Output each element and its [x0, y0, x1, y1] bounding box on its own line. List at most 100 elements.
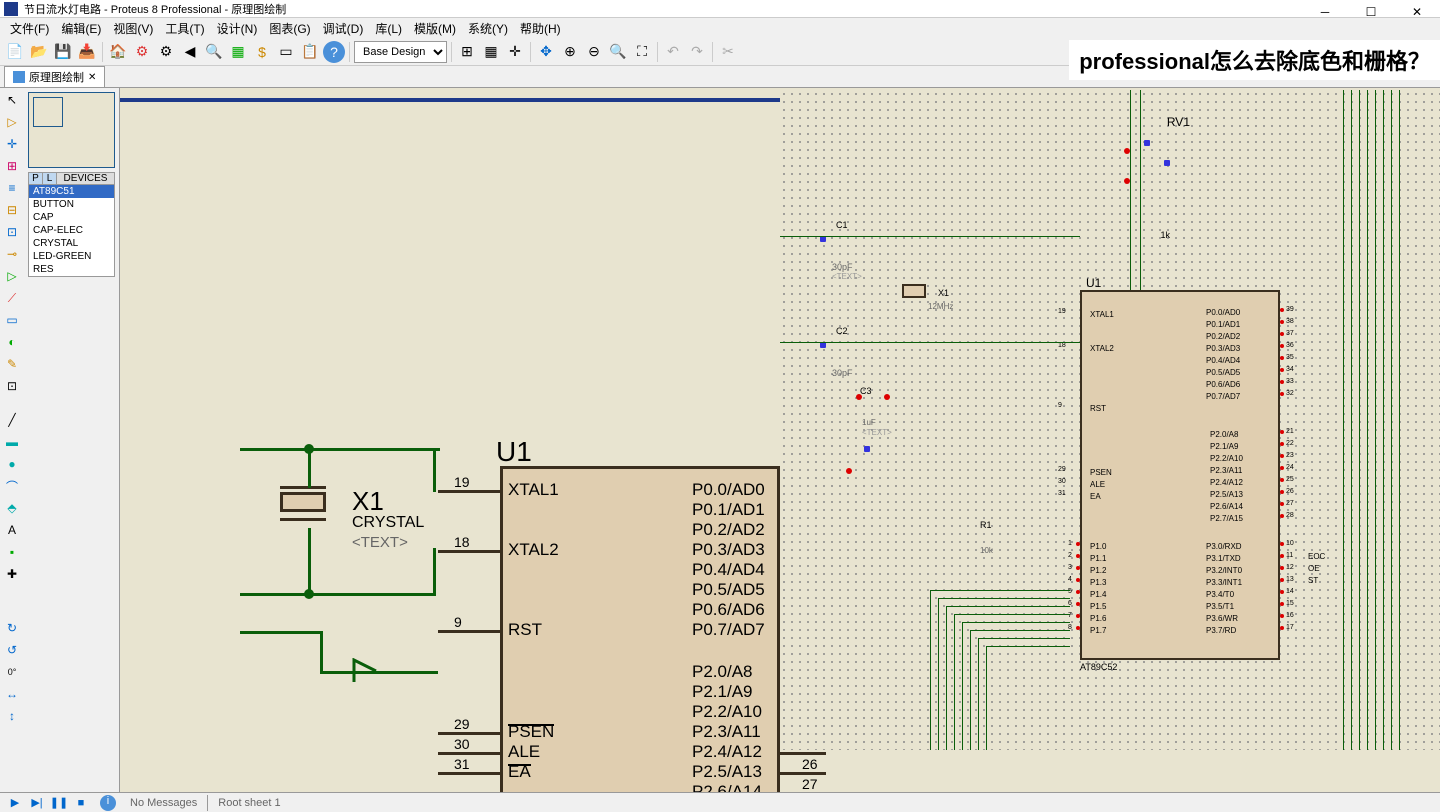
- terminal-icon[interactable]: ⊸: [2, 244, 22, 264]
- tab-close-icon[interactable]: ✕: [88, 72, 96, 83]
- rotcw-icon[interactable]: ↻: [2, 618, 22, 638]
- text-icon[interactable]: ≡: [2, 178, 22, 198]
- mini-pn: 31: [1058, 490, 1066, 497]
- graph-icon[interactable]: ⟋: [2, 288, 22, 308]
- marker-icon[interactable]: ✚: [2, 564, 22, 584]
- back-icon[interactable]: ◀: [179, 41, 201, 63]
- menu-视图V[interactable]: 视图(V): [107, 20, 159, 37]
- chip-icon[interactable]: ▭: [275, 41, 297, 63]
- fliph-icon[interactable]: ↔: [2, 684, 22, 704]
- step-icon[interactable]: ▶|: [28, 795, 46, 811]
- flipv-icon[interactable]: ↕: [2, 706, 22, 726]
- zoomall-icon[interactable]: ⛶: [631, 41, 653, 63]
- pin-num: 29: [454, 716, 470, 732]
- mini-chip-ref: AT89C52: [1080, 662, 1117, 672]
- play-icon[interactable]: ▶: [6, 795, 24, 811]
- pause-icon[interactable]: ❚❚: [50, 795, 68, 811]
- pin-icon[interactable]: ▷: [2, 266, 22, 286]
- mini-p2: P2.7/A15: [1210, 514, 1243, 523]
- bom-icon[interactable]: ▦: [227, 41, 249, 63]
- device-at89c51[interactable]: AT89C51: [29, 185, 114, 198]
- overview[interactable]: [28, 92, 115, 168]
- home-icon[interactable]: 🏠: [107, 41, 129, 63]
- pin-label: P0.5/AD5: [692, 580, 772, 600]
- mini-p2: P2.1/A9: [1210, 442, 1238, 451]
- design-combo[interactable]: Base Design: [354, 41, 447, 63]
- c3t: <TEXT>: [862, 428, 892, 437]
- bus-wire: [954, 614, 1070, 615]
- mini-p3n: 11: [1286, 552, 1293, 559]
- generator-icon[interactable]: ◐: [2, 332, 22, 352]
- device-res[interactable]: RES: [29, 263, 114, 276]
- select-icon[interactable]: ↖: [2, 90, 22, 110]
- zoomin-icon[interactable]: ⊕: [559, 41, 581, 63]
- info-icon[interactable]: i: [100, 795, 116, 811]
- gear-icon[interactable]: ⚙: [155, 41, 177, 63]
- device-button[interactable]: BUTTON: [29, 198, 114, 211]
- mini-p2: P2.0/A8: [1210, 430, 1238, 439]
- menu-文件F[interactable]: 文件(F): [4, 20, 55, 37]
- probe-icon[interactable]: ✎: [2, 354, 22, 374]
- mini-el: [884, 394, 890, 400]
- textA-icon[interactable]: A: [2, 520, 22, 540]
- zoomfit-icon[interactable]: 🔍: [607, 41, 629, 63]
- menu-帮助H[interactable]: 帮助(H): [514, 20, 567, 37]
- lib-button[interactable]: L: [43, 173, 57, 184]
- grid-snap-icon[interactable]: ⊞: [456, 41, 478, 63]
- label-icon[interactable]: ⊞: [2, 156, 22, 176]
- bus-icon[interactable]: ⊟: [2, 200, 22, 220]
- component-icon[interactable]: ▷: [2, 112, 22, 132]
- circle-icon[interactable]: ●: [2, 454, 22, 474]
- pan-icon[interactable]: ✥: [535, 41, 557, 63]
- dollar-icon[interactable]: $: [251, 41, 273, 63]
- pin-label: P2.5/A13: [692, 762, 772, 782]
- menu-编辑E[interactable]: 编辑(E): [55, 20, 107, 37]
- origin-icon[interactable]: ✛: [504, 41, 526, 63]
- menu-模版M[interactable]: 模版(M): [408, 20, 462, 37]
- stop-icon[interactable]: ■: [72, 795, 90, 811]
- junction-icon[interactable]: ✛: [2, 134, 22, 154]
- device-cap-elec[interactable]: CAP-ELEC: [29, 224, 114, 237]
- close-button[interactable]: ✕: [1394, 0, 1440, 24]
- help-icon[interactable]: ?: [323, 41, 345, 63]
- menu-调试D[interactable]: 调试(D): [317, 20, 370, 37]
- box-icon[interactable]: ▬: [2, 432, 22, 452]
- rotccw-icon[interactable]: ↺: [2, 640, 22, 660]
- save-icon[interactable]: 💾: [52, 41, 74, 63]
- schematic-icon[interactable]: ⚙: [131, 41, 153, 63]
- pin-label: P0.4/AD4: [692, 560, 772, 580]
- symbol-icon[interactable]: ▪: [2, 542, 22, 562]
- pick-button[interactable]: P: [29, 173, 43, 184]
- redo-icon[interactable]: ↷: [686, 41, 708, 63]
- arc-icon[interactable]: ⌒: [2, 476, 22, 496]
- undo-icon[interactable]: ↶: [662, 41, 684, 63]
- tape-icon[interactable]: ▭: [2, 310, 22, 330]
- maximize-button[interactable]: ☐: [1348, 0, 1394, 24]
- menu-工具T[interactable]: 工具(T): [159, 20, 210, 37]
- device-crystal[interactable]: CRYSTAL: [29, 237, 114, 250]
- menu-图表G[interactable]: 图表(G): [263, 20, 316, 37]
- cut-icon[interactable]: ✂: [717, 41, 739, 63]
- subcircuit-icon[interactable]: ⊡: [2, 222, 22, 242]
- mini-p1: P1.6: [1090, 614, 1106, 623]
- zoom-area-icon[interactable]: 🔍: [203, 41, 225, 63]
- menu-库L[interactable]: 库(L): [369, 20, 408, 37]
- crystal[interactable]: [280, 484, 330, 524]
- zoomout-icon[interactable]: ⊖: [583, 41, 605, 63]
- device-cap[interactable]: CAP: [29, 211, 114, 224]
- device-led-green[interactable]: LED-GREEN: [29, 250, 114, 263]
- path-icon[interactable]: ⬘: [2, 498, 22, 518]
- pin-num: 26: [802, 756, 818, 772]
- menu-系统Y[interactable]: 系统(Y): [462, 20, 514, 37]
- menu-设计N[interactable]: 设计(N): [211, 20, 264, 37]
- minimize-button[interactable]: ─: [1302, 0, 1348, 24]
- import-icon[interactable]: 📥: [76, 41, 98, 63]
- meter-icon[interactable]: ⊡: [2, 376, 22, 396]
- open-icon[interactable]: 📂: [28, 41, 50, 63]
- grid-icon[interactable]: ▦: [480, 41, 502, 63]
- bus-wire: [946, 606, 1070, 607]
- new-icon[interactable]: 📄: [4, 41, 26, 63]
- doc-icon[interactable]: 📋: [299, 41, 321, 63]
- tab-schematic[interactable]: 原理图绘制 ✕: [4, 66, 105, 87]
- line-icon[interactable]: ╱: [2, 410, 22, 430]
